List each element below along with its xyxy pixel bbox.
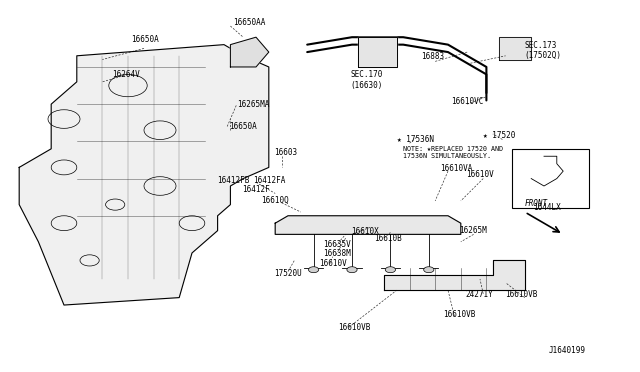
Text: 16603: 16603 (274, 148, 297, 157)
Text: 16412F: 16412F (242, 185, 269, 194)
Text: 16635V: 16635V (323, 240, 351, 249)
Text: 16610V: 16610V (466, 170, 493, 179)
Text: ★ 17520: ★ 17520 (483, 131, 516, 140)
Circle shape (385, 267, 396, 273)
Text: 16610B: 16610B (374, 234, 402, 243)
Text: 16650A: 16650A (229, 122, 257, 131)
Text: SEC.173
(17502Q): SEC.173 (17502Q) (525, 41, 562, 60)
Text: NOTE: ★REPLACED 17520 AND
17536N SIMULTANEOUSLY.: NOTE: ★REPLACED 17520 AND 17536N SIMULTA… (403, 146, 503, 159)
Text: 16650A: 16650A (131, 35, 159, 44)
Text: 17520U: 17520U (274, 269, 301, 278)
Text: 16610V: 16610V (319, 259, 346, 267)
Bar (512, 149, 589, 208)
Text: 1644LX: 1644LX (533, 203, 561, 212)
Circle shape (424, 267, 434, 273)
Text: FRONT: FRONT (525, 199, 548, 208)
Polygon shape (358, 37, 397, 67)
Polygon shape (384, 260, 525, 290)
Polygon shape (499, 37, 531, 60)
Text: 16610X: 16610X (351, 227, 378, 236)
Text: 16412FB: 16412FB (218, 176, 250, 185)
Text: 24271Y: 24271Y (466, 290, 493, 299)
Text: 16610VA: 16610VA (440, 164, 473, 173)
Text: 16412FA: 16412FA (253, 176, 285, 185)
Polygon shape (275, 216, 461, 234)
Text: J1640199: J1640199 (548, 346, 586, 355)
Polygon shape (19, 45, 269, 305)
Text: 16264V: 16264V (112, 70, 140, 79)
Text: 16610VB: 16610VB (338, 323, 371, 332)
Text: 16610Q: 16610Q (261, 196, 289, 205)
Text: 16650AA: 16650AA (234, 18, 266, 27)
Text: 16610VB: 16610VB (506, 290, 538, 299)
Text: 16265M: 16265M (460, 226, 487, 235)
Text: 16883: 16883 (421, 52, 444, 61)
Circle shape (347, 267, 357, 273)
Circle shape (308, 267, 319, 273)
Text: 16610VC: 16610VC (451, 97, 484, 106)
Text: ★ 17536N: ★ 17536N (397, 135, 434, 144)
Polygon shape (230, 37, 269, 67)
Text: SEC.170
(16630): SEC.170 (16630) (351, 70, 383, 90)
Text: 16610VB: 16610VB (443, 310, 476, 319)
Text: 16265MA: 16265MA (237, 100, 269, 109)
Text: 16638M: 16638M (323, 249, 351, 258)
